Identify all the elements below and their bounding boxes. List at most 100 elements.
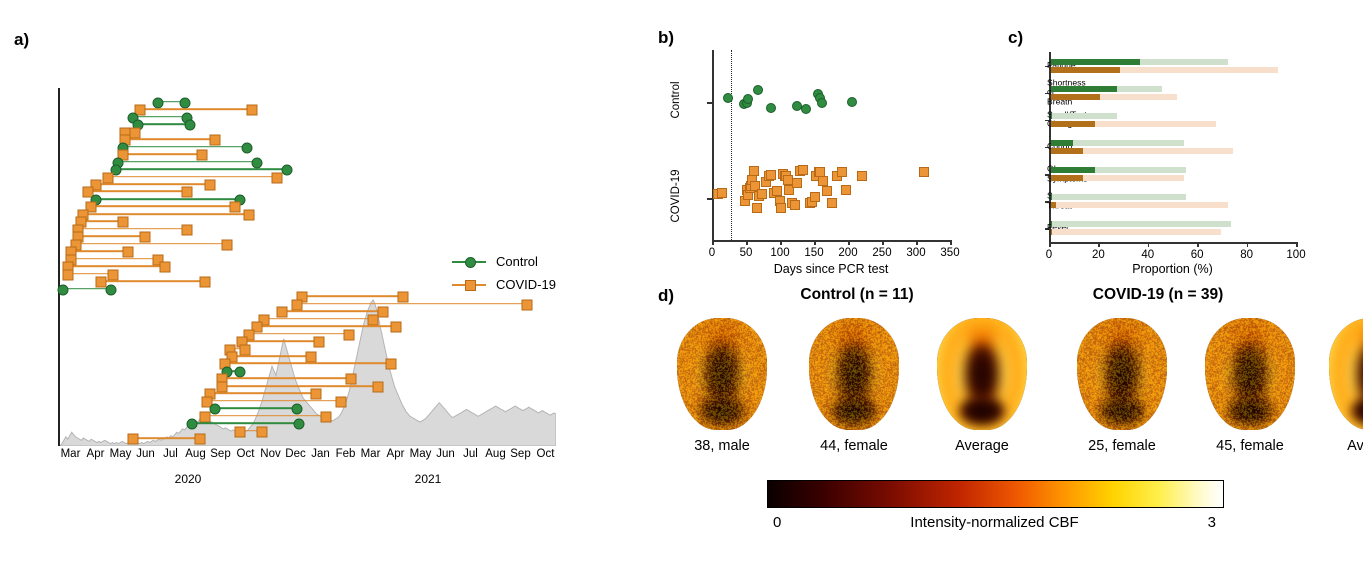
- panel-a-y-axis: [58, 88, 60, 446]
- panel-b-threshold-line: [731, 50, 733, 240]
- scan-marker-covid: [90, 179, 102, 191]
- brain-cbf-map: [1205, 318, 1295, 430]
- scatter-point-control: [752, 84, 763, 95]
- panel-c-x-axis-title: Proportion (%): [1132, 262, 1213, 276]
- timeline-segment: [87, 190, 187, 193]
- brain-caption: 44, female: [820, 438, 888, 454]
- brain-map-cell: 45, female: [1198, 318, 1302, 454]
- scatter-point-control: [743, 93, 754, 104]
- panel-b-x-tick: [814, 240, 816, 245]
- scan-marker-covid: [181, 186, 193, 198]
- panel-c-x-tick: [1296, 242, 1298, 247]
- scan-marker-control: [110, 164, 122, 176]
- timeline-segment: [94, 198, 239, 200]
- scan-marker-covid: [95, 276, 107, 288]
- scan-marker-covid: [239, 344, 251, 356]
- timeline-segment: [122, 153, 202, 155]
- panel-c-bar: [1050, 194, 1052, 201]
- panel-c-bar: [1050, 120, 1096, 127]
- colorbar-max-label: 3: [1207, 514, 1216, 531]
- timeline-segment: [131, 115, 187, 118]
- panel-c-x-tick: [1147, 242, 1150, 247]
- timeline-segment: [67, 272, 113, 275]
- panel-b-x-tick-label: 250: [872, 247, 892, 259]
- scan-marker-covid: [246, 104, 258, 116]
- timeline-segment: [191, 422, 299, 425]
- panel-a-timeline-lanes: [57, 88, 556, 446]
- timeline-segment: [223, 362, 390, 365]
- scan-marker-covid: [372, 381, 384, 393]
- panel-b-x-tick: [916, 240, 918, 245]
- timeline-segment: [69, 250, 127, 253]
- scan-marker-covid: [256, 426, 268, 438]
- panel-c-bar: [1050, 167, 1187, 174]
- scan-marker-control: [105, 284, 117, 296]
- scan-marker-covid: [62, 269, 74, 281]
- scan-marker-covid: [127, 433, 139, 445]
- timeline-segment: [213, 407, 296, 410]
- month-tick-label: Aug: [485, 448, 506, 460]
- scan-marker-covid: [521, 299, 533, 311]
- scan-marker-covid: [343, 329, 355, 341]
- scan-marker-covid: [139, 231, 151, 243]
- panel-b-x-tick: [746, 240, 748, 245]
- scan-marker-covid: [276, 306, 288, 318]
- scatter-point-covid: [822, 186, 833, 197]
- panel-b-y-tick: [707, 102, 712, 104]
- colorbar-title: Intensity-normalized CBF: [910, 514, 1079, 531]
- scan-marker-control: [152, 97, 164, 109]
- timeline-segment: [228, 347, 244, 350]
- panel-c-x-tick-label: 40: [1141, 249, 1155, 261]
- panel-b-x-tick-label: 50: [739, 247, 753, 259]
- timeline-segment: [114, 168, 286, 170]
- panel-c-y-tick: [1045, 119, 1049, 122]
- panel-c-x-tick: [1197, 242, 1199, 247]
- scan-marker-covid: [201, 396, 213, 408]
- scan-marker-control: [281, 164, 293, 176]
- scan-marker-covid: [229, 201, 241, 213]
- brain-caption: 25, female: [1088, 438, 1156, 454]
- panel-c-x-tick: [1246, 242, 1249, 247]
- scan-marker-covid: [199, 276, 211, 288]
- timeline-segment: [117, 160, 256, 163]
- brain-occipital-region: [958, 396, 1006, 426]
- month-tick-label: Feb: [335, 448, 356, 460]
- panel-b-x-tick: [882, 240, 884, 245]
- scatter-point-covid: [797, 165, 808, 176]
- scatter-point-control: [766, 102, 777, 113]
- panel-c-bar: [1050, 202, 1056, 209]
- panel-c-bar: [1050, 221, 1231, 228]
- scan-marker-covid: [320, 411, 332, 423]
- scan-marker-control: [293, 418, 305, 430]
- timeline-segment: [94, 183, 209, 185]
- panel-a-timeline: a) Mar Apr May Jun Jul Aug Sep Oct Nov Dec Jan Feb M…: [0, 0, 600, 520]
- panel-d-letter: d): [658, 286, 675, 305]
- timeline-segment: [122, 145, 246, 148]
- scan-marker-control: [184, 119, 196, 131]
- timeline-segment: [67, 265, 165, 268]
- brain-cbf-map: [677, 318, 767, 430]
- scatter-point-covid: [776, 202, 786, 213]
- timeline-segment: [231, 355, 311, 357]
- scatter-point-covid: [716, 188, 727, 199]
- brain-cbf-map: [1329, 318, 1363, 430]
- month-tick-label: Sep: [210, 448, 231, 460]
- scan-marker-covid: [243, 329, 255, 341]
- scan-marker-covid: [194, 433, 206, 445]
- panel-c-bar: [1050, 120, 1217, 127]
- panel-c-x-tick: [1049, 242, 1051, 247]
- scan-marker-control: [291, 403, 303, 415]
- scan-marker-covid: [209, 134, 221, 146]
- month-tick-label: Dec: [285, 448, 306, 460]
- month-tick-label: Oct: [536, 448, 555, 460]
- scatter-point-control: [722, 92, 733, 103]
- scan-marker-covid: [129, 127, 141, 139]
- brain-voxel-texture: [809, 318, 899, 430]
- brain-cbf-map: [1077, 318, 1167, 430]
- scan-marker-covid: [117, 216, 129, 228]
- panel-c-bar: [1050, 221, 1052, 228]
- panel-c-bar: [1050, 175, 1184, 182]
- colorbar-labels: 0 Intensity-normalized CBF 3: [767, 514, 1222, 538]
